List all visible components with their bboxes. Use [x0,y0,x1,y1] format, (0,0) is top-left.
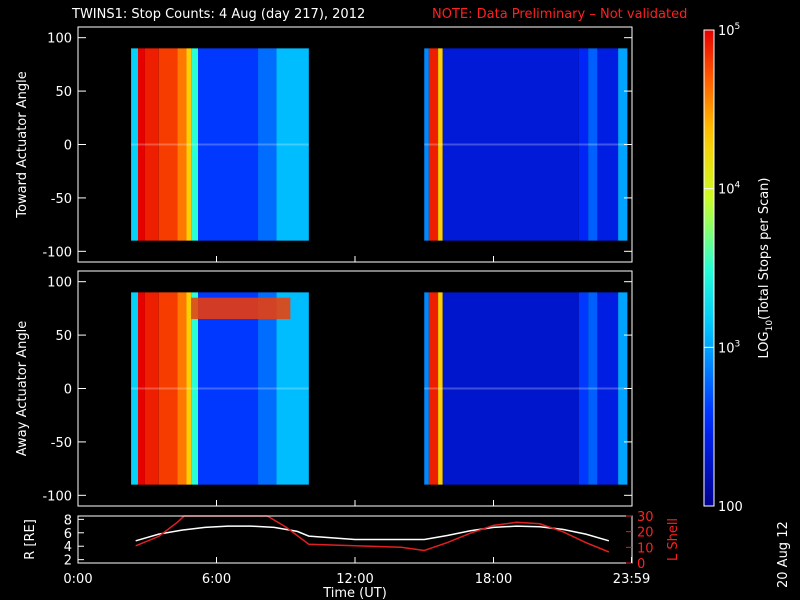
data-block-1 [131,292,309,485]
y-tick-label: 4 [64,540,72,555]
y-axis-label: Away Actuator Angle [15,321,30,456]
preliminary-note: NOTE: Data Preliminary – Not validated [432,7,687,22]
y-tick-label: 2 [64,554,72,569]
y-left-axis-label: R [RE] [23,519,38,560]
heatmap-cell [588,48,598,241]
heatmap-cell [191,292,199,485]
heatmap-cell [138,292,145,485]
heatmap-cell [428,292,439,485]
data-block-1 [131,48,309,241]
heatmap-cell [424,48,429,241]
colorbar: 105 104 103 100 LOG10(Total Stops per Scan) [703,22,775,515]
colorbar-label: 105 [718,22,740,39]
heatmap-band [191,297,291,320]
heatmap-cell [158,48,178,241]
heatmap-cell [618,48,628,241]
heatmap-cell [177,48,187,241]
heatmap-cell [276,292,309,485]
y-tick-label: 0 [64,383,72,398]
heatmap-cell [618,292,628,485]
heatmap-cell [578,48,589,241]
heatmap-cell [186,48,192,241]
colorbar-strip [703,29,715,507]
date-stamp: 20 Aug 12 [776,521,791,588]
colorbar-label: 104 [718,181,741,198]
data-block-2 [424,292,628,485]
y-tick-label: -50 [51,192,72,207]
heatmap-cell [144,48,159,241]
heatmap-cell [131,48,139,241]
heatmap-cell [597,48,619,241]
heatmap-cell [198,292,259,485]
heatmap-cell [144,292,159,485]
y-right-tick-label: 0 [637,557,645,572]
heatmap-cell [186,292,192,485]
heatmap-cell [258,48,277,241]
x-tick-label: 12:00 [336,572,373,587]
y-tick-label: 8 [64,513,72,528]
heatmap-cell [131,292,139,485]
y-tick-label: 50 [55,85,72,100]
y-right-tick-label: 10 [637,541,654,556]
heatmap-cell [276,48,309,241]
y-right-tick-label: 20 [637,526,654,541]
heatmap-cell [191,48,199,241]
heatmap-cell [442,48,579,241]
x-tick-label: 0:00 [63,572,92,587]
heatmap-cell [428,48,439,241]
y-right-axis-label: L Shell [666,518,681,561]
heatmap-cell [438,292,443,485]
heatmap-cell [138,48,145,241]
heatmap-cell [198,48,259,241]
y-tick-label: 6 [64,527,72,542]
figure-title: TWINS1: Stop Counts: 4 Aug (day 217), 20… [71,7,365,22]
x-tick-label: 6:00 [202,572,231,587]
y-tick-label: 50 [55,329,72,344]
data-block-2 [424,48,628,241]
x-axis-label: Time (UT) [322,586,387,600]
heatmap-cell [578,292,589,485]
heatmap-cell [597,292,619,485]
y-tick-label: 100 [47,276,72,291]
heatmap-cell [438,48,443,241]
colorbar-title: LOG10(Total Stops per Scan) [757,178,775,359]
x-tick-label: 23:59 [613,572,650,587]
y-tick-label: 0 [64,139,72,154]
x-tick-label: 18:00 [475,572,512,587]
y-tick-label: -100 [42,489,72,504]
y-tick-label: -100 [42,245,72,260]
l-shell-line [135,515,610,553]
heatmap-cell [588,292,598,485]
y-tick-label: -50 [51,436,72,451]
y-right-tick-label: 30 [637,510,654,525]
y-axis-label: Toward Actuator Angle [15,71,30,218]
heatmap-panel-2: 100 50 0 -50 -100 Away Actuator Angle [15,270,633,507]
heatmap-panel-1: 100 50 0 -50 -100 Toward Actuator Angle [15,26,633,263]
colorbar-label: 103 [718,339,740,356]
heatmap-cell [424,292,429,485]
radius-line [135,525,610,542]
colorbar-label: 100 [718,500,743,515]
y-tick-label: 100 [47,32,72,47]
heatmap-cell [177,292,187,485]
heatmap-cell [258,292,277,485]
heatmap-cell [158,292,178,485]
heatmap-cell [442,292,579,485]
